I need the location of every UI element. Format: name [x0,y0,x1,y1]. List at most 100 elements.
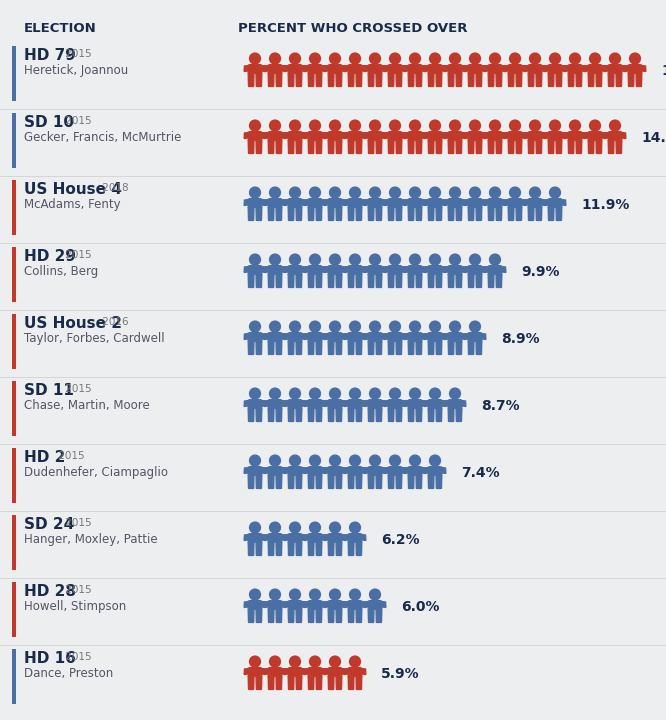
Text: 14.9%: 14.9% [641,132,666,145]
Polygon shape [456,73,462,86]
Polygon shape [288,609,294,622]
Polygon shape [348,467,362,475]
Circle shape [250,589,260,600]
Polygon shape [504,66,509,71]
Circle shape [330,321,340,332]
Polygon shape [448,408,454,421]
Polygon shape [268,667,282,676]
Circle shape [290,254,300,265]
Polygon shape [341,66,346,71]
Polygon shape [428,207,434,220]
Circle shape [430,53,440,64]
Polygon shape [288,199,302,207]
Circle shape [310,120,320,131]
Polygon shape [248,600,262,609]
Circle shape [410,321,420,332]
Circle shape [290,321,300,332]
Polygon shape [364,66,369,71]
Polygon shape [448,207,454,220]
Polygon shape [296,542,302,555]
Polygon shape [601,132,606,138]
Polygon shape [344,66,349,71]
Polygon shape [288,475,294,488]
Polygon shape [281,333,286,340]
Circle shape [310,187,320,198]
Polygon shape [268,600,282,609]
Polygon shape [448,266,462,274]
Polygon shape [321,333,326,340]
Polygon shape [428,266,442,274]
Polygon shape [268,467,282,475]
Polygon shape [436,408,442,421]
Circle shape [250,321,260,332]
Polygon shape [396,408,402,421]
Polygon shape [468,132,482,140]
Polygon shape [324,66,329,71]
Polygon shape [301,333,306,340]
Bar [12,113,16,168]
Circle shape [609,120,621,131]
Polygon shape [368,333,382,341]
Polygon shape [408,73,414,86]
Polygon shape [528,65,542,73]
Polygon shape [328,534,342,542]
Polygon shape [281,199,286,205]
Polygon shape [428,408,434,421]
Circle shape [270,656,280,667]
Polygon shape [508,140,514,153]
Polygon shape [288,266,302,274]
Polygon shape [268,408,274,421]
Polygon shape [516,207,521,220]
Polygon shape [244,400,249,407]
Polygon shape [268,65,282,73]
Polygon shape [316,408,322,421]
Polygon shape [476,73,482,86]
Polygon shape [404,400,409,407]
Polygon shape [344,400,349,407]
Polygon shape [308,408,314,421]
Circle shape [549,187,561,198]
Polygon shape [388,199,402,207]
Polygon shape [288,65,302,73]
Polygon shape [616,73,622,86]
Polygon shape [328,609,334,622]
Polygon shape [341,668,346,675]
Polygon shape [268,199,282,207]
Polygon shape [336,341,342,354]
Polygon shape [396,140,402,153]
Circle shape [250,254,260,265]
Polygon shape [248,333,262,341]
Polygon shape [444,66,450,71]
Polygon shape [341,266,346,272]
Text: 7.4%: 7.4% [461,467,500,480]
Polygon shape [336,609,342,622]
Circle shape [450,120,460,131]
Polygon shape [341,400,346,407]
Polygon shape [336,542,342,555]
Polygon shape [321,132,326,138]
Polygon shape [381,199,386,205]
Polygon shape [424,199,429,205]
Circle shape [350,187,360,198]
Polygon shape [301,467,306,474]
Circle shape [410,254,420,265]
Polygon shape [481,66,486,71]
Polygon shape [528,73,534,86]
Circle shape [270,187,280,198]
Polygon shape [308,73,314,86]
Polygon shape [264,66,269,71]
Polygon shape [244,132,249,138]
Polygon shape [488,132,501,140]
Polygon shape [301,668,306,675]
Polygon shape [421,400,426,407]
Polygon shape [341,534,346,541]
Polygon shape [268,73,274,86]
Bar [12,582,16,637]
Polygon shape [276,73,282,86]
Circle shape [589,120,601,131]
Polygon shape [388,467,402,475]
Polygon shape [376,475,382,488]
Polygon shape [384,400,389,407]
Polygon shape [296,341,302,354]
Polygon shape [524,66,529,71]
